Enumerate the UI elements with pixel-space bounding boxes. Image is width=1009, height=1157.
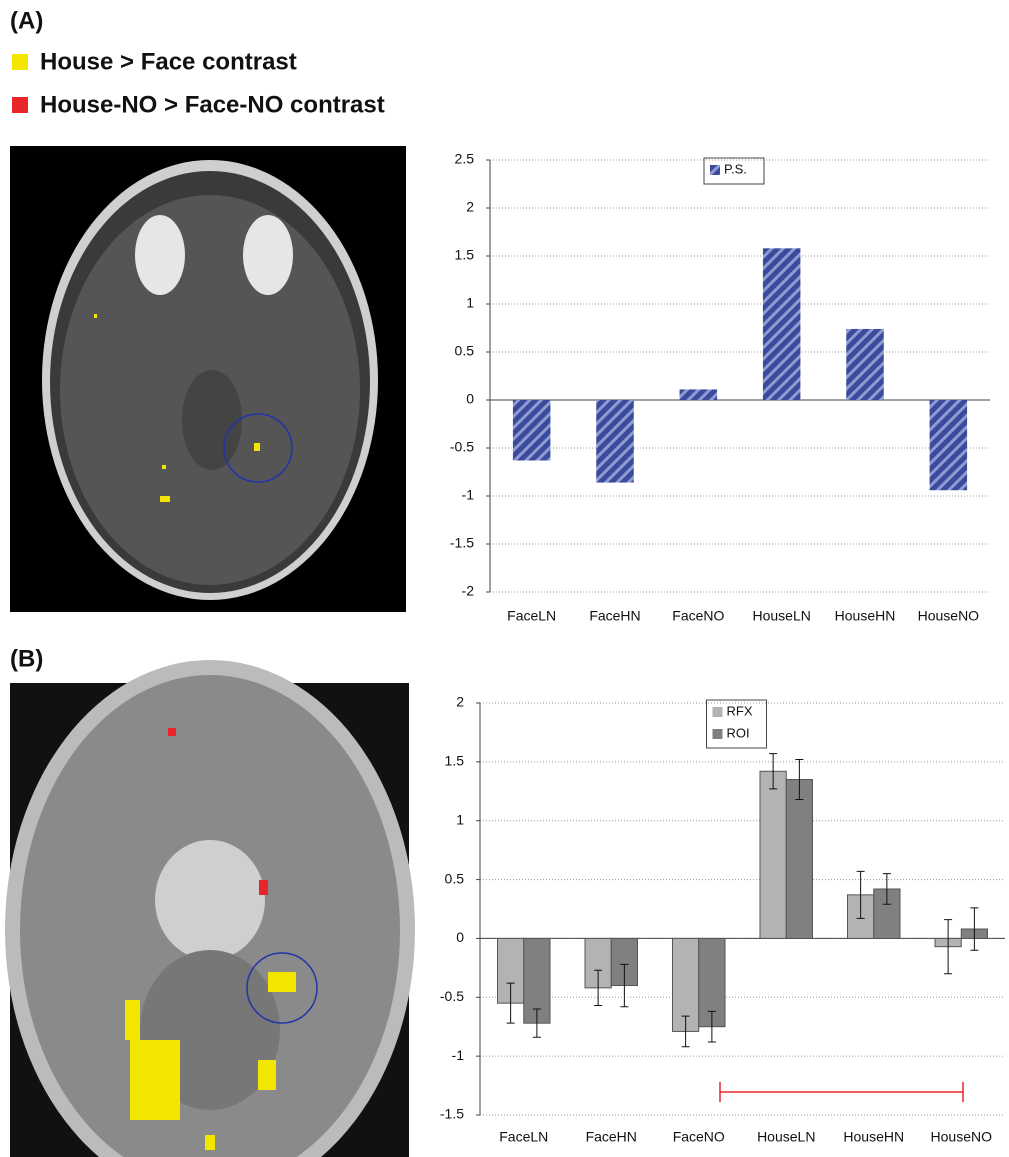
legend-swatch xyxy=(712,729,723,739)
bar xyxy=(672,937,700,1032)
error-bar xyxy=(856,870,865,919)
x-tick-label: FaceHN xyxy=(589,608,640,624)
panel-label: (B) xyxy=(10,645,43,672)
legend-swatch xyxy=(710,165,720,175)
y-tick-label: 0 xyxy=(466,391,474,407)
error-bar xyxy=(944,919,953,975)
x-tick-label: FaceNO xyxy=(673,1129,725,1145)
bar xyxy=(846,328,884,400)
y-tick-label: 0.5 xyxy=(445,870,465,886)
x-tick-label: FaceHN xyxy=(586,1129,637,1145)
x-tick-label: FaceNO xyxy=(672,608,724,624)
legend-box xyxy=(706,699,767,749)
x-tick-label: HouseNO xyxy=(918,608,980,624)
y-tick-label: -1.5 xyxy=(440,1106,464,1122)
error-bar xyxy=(620,963,629,1008)
x-tick-label: HouseHN xyxy=(843,1129,904,1145)
bar xyxy=(679,389,718,400)
bar xyxy=(759,770,787,939)
bracket xyxy=(719,1082,964,1102)
y-tick-label: 0.5 xyxy=(455,343,475,359)
x-tick-label: HouseLN xyxy=(757,1129,815,1145)
error-bar xyxy=(506,982,515,1024)
x-tick-label: HouseHN xyxy=(835,608,896,624)
bar xyxy=(596,400,634,483)
error-bar xyxy=(681,1015,690,1048)
error-bar xyxy=(882,873,891,905)
bar xyxy=(785,779,813,939)
y-tick-label: -0.5 xyxy=(450,439,474,455)
y-tick-label: -1 xyxy=(452,1047,465,1063)
legend-box xyxy=(703,157,765,185)
legend-label: ROI xyxy=(727,725,750,740)
error-bar xyxy=(532,1008,541,1038)
bar xyxy=(512,400,551,461)
error-bar xyxy=(707,1010,716,1043)
y-tick-label: 1 xyxy=(456,811,464,827)
legend-label: RFX xyxy=(727,703,753,718)
brain-image xyxy=(5,660,415,1157)
error-bar xyxy=(795,759,804,801)
legend-swatch xyxy=(12,97,28,113)
error-bar xyxy=(594,969,603,1007)
y-tick-label: 0 xyxy=(456,929,464,945)
brain-image xyxy=(10,146,406,612)
bar xyxy=(929,400,968,491)
bar xyxy=(762,248,801,400)
y-tick-label: 1 xyxy=(466,295,474,311)
x-tick-label: FaceLN xyxy=(499,1129,548,1145)
y-tick-label: 1.5 xyxy=(445,753,465,769)
y-tick-label: -1.5 xyxy=(450,535,474,551)
y-tick-label: 2 xyxy=(456,694,464,710)
legend-swatch xyxy=(712,707,723,717)
legend-label: P.S. xyxy=(724,161,747,176)
y-tick-label: -0.5 xyxy=(440,988,464,1004)
y-tick-label: -2 xyxy=(462,583,475,599)
y-tick-label: 2.5 xyxy=(455,151,475,167)
y-tick-label: -1 xyxy=(462,487,475,503)
error-bar xyxy=(769,753,778,790)
panel-label: (A) xyxy=(10,7,43,34)
legend-label: House > Face contrast xyxy=(40,48,297,75)
x-tick-label: HouseLN xyxy=(752,608,810,624)
error-bar xyxy=(970,907,979,951)
y-tick-label: 2 xyxy=(466,199,474,215)
legend-label: House-NO > Face-NO contrast xyxy=(40,91,385,118)
legend-swatch xyxy=(12,54,28,70)
x-tick-label: FaceLN xyxy=(507,608,556,624)
y-tick-label: 1.5 xyxy=(455,247,475,263)
x-tick-label: HouseNO xyxy=(931,1129,993,1145)
